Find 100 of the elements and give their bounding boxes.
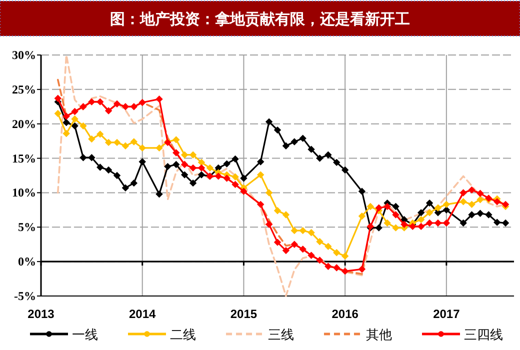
- point: [265, 118, 273, 126]
- point: [341, 252, 349, 260]
- point: [358, 266, 366, 273]
- point: [324, 262, 332, 270]
- point: [198, 164, 206, 172]
- point: [274, 126, 282, 134]
- point: [172, 160, 180, 168]
- y-tick-label: -5%: [14, 289, 36, 303]
- point: [80, 103, 87, 110]
- y-tick-label: 10%: [12, 186, 36, 200]
- point: [434, 204, 442, 212]
- point: [54, 94, 62, 102]
- point: [392, 202, 400, 210]
- point: [476, 196, 484, 204]
- point: [290, 240, 298, 248]
- point: [290, 138, 298, 146]
- y-tick-label: 25%: [12, 82, 36, 96]
- point: [282, 142, 290, 150]
- point: [223, 174, 230, 182]
- point: [62, 130, 70, 138]
- point: [316, 256, 324, 264]
- point: [333, 158, 340, 166]
- point: [113, 172, 121, 180]
- point: [71, 108, 78, 116]
- point: [282, 246, 290, 254]
- point: [232, 180, 239, 188]
- point: [417, 222, 425, 230]
- point: [409, 222, 416, 230]
- point: [417, 209, 425, 216]
- point: [358, 188, 366, 195]
- point: [130, 103, 138, 110]
- point: [442, 219, 450, 227]
- point: [426, 199, 434, 207]
- point: [96, 164, 104, 171]
- point: [358, 212, 366, 220]
- point: [214, 172, 222, 180]
- point: [156, 95, 163, 103]
- y-tick-label: 20%: [12, 116, 36, 131]
- point: [299, 134, 306, 142]
- point: [240, 188, 248, 195]
- point: [426, 209, 434, 216]
- point: [324, 242, 332, 250]
- point: [240, 174, 248, 182]
- point: [265, 189, 273, 196]
- point: [113, 100, 121, 108]
- point: [130, 138, 138, 146]
- y-tick-label: 5%: [18, 220, 36, 234]
- point: [180, 160, 188, 168]
- legend-label: 三四线: [464, 328, 503, 343]
- point: [54, 110, 62, 118]
- point: [460, 198, 467, 206]
- point: [130, 179, 138, 187]
- point: [71, 115, 78, 123]
- point: [113, 138, 121, 146]
- point: [375, 224, 382, 232]
- point: [341, 166, 349, 174]
- point: [375, 204, 382, 212]
- point: [104, 138, 112, 146]
- point: [138, 158, 146, 166]
- point: [257, 158, 264, 166]
- point: [96, 98, 104, 106]
- point: [223, 160, 230, 168]
- x-tick-label: 2016: [332, 307, 359, 321]
- point: [198, 158, 206, 166]
- x-tick-label: 2017: [433, 307, 460, 321]
- point: [442, 200, 450, 208]
- legend-label: 一线: [72, 328, 98, 343]
- point: [468, 186, 476, 194]
- point: [156, 144, 163, 152]
- point: [324, 151, 332, 158]
- chart-title: 图：地产投资：拿地贡献有限，还是看新开工: [110, 10, 410, 28]
- point: [122, 142, 130, 150]
- point: [88, 135, 96, 143]
- point: [299, 226, 306, 234]
- point: [232, 173, 239, 180]
- point: [426, 219, 434, 227]
- point: [366, 202, 374, 210]
- point: [460, 189, 467, 196]
- y-tick-label: 30%: [12, 48, 36, 62]
- point: [308, 252, 315, 259]
- legend-label: 二线: [170, 328, 196, 343]
- point: [333, 249, 340, 256]
- point: [299, 246, 306, 253]
- point: [476, 210, 484, 217]
- point: [80, 122, 87, 130]
- point: [172, 149, 180, 156]
- point: [189, 179, 197, 187]
- point: [468, 211, 476, 218]
- point: [485, 211, 492, 218]
- y-tick-label: 15%: [12, 151, 36, 166]
- y-tick-label: 0%: [18, 254, 36, 269]
- point: [341, 268, 349, 275]
- point: [62, 118, 70, 126]
- point: [316, 154, 324, 162]
- point: [180, 171, 188, 178]
- point: [392, 211, 400, 218]
- point: [257, 171, 264, 178]
- point: [189, 164, 197, 172]
- point: [164, 162, 172, 170]
- point: [476, 190, 484, 198]
